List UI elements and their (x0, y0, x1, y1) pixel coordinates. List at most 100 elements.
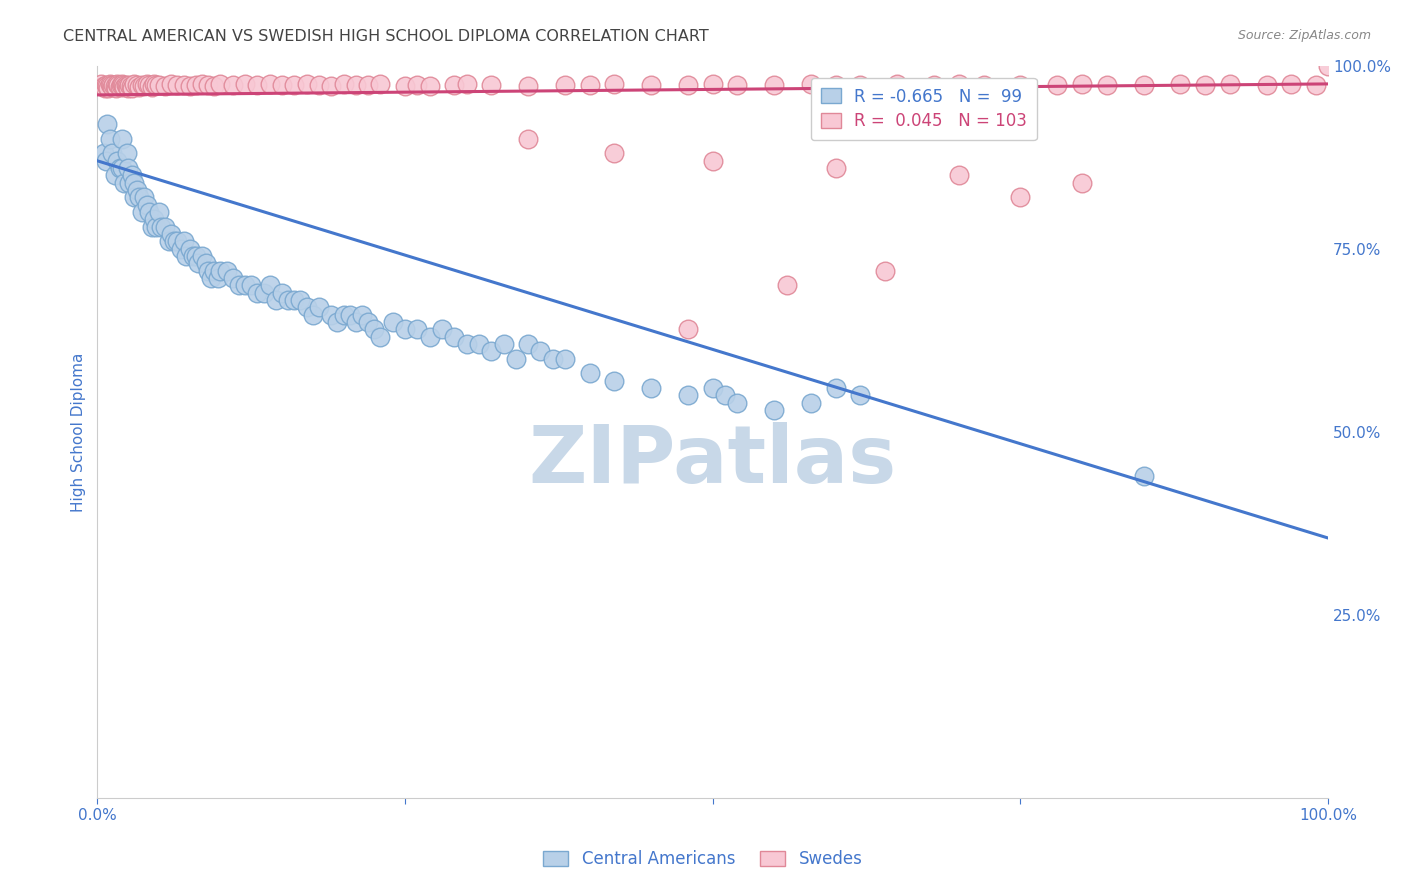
Point (112, 79, 135, 94)
Point (321, 308, 343, 322)
Point (763, 402, 786, 417)
Point (554, 78, 576, 93)
Point (105, 77, 128, 91)
Point (529, 344, 551, 359)
Point (97, 80, 120, 95)
Point (246, 78, 269, 93)
Point (233, 278, 256, 293)
Point (259, 77, 281, 91)
Point (363, 322, 385, 336)
Point (886, 77, 908, 91)
Point (135, 198, 157, 212)
Point (105, 153, 128, 168)
Point (308, 78, 330, 92)
Point (290, 293, 312, 307)
Point (111, 132, 134, 146)
Point (344, 78, 367, 93)
Point (344, 315, 367, 329)
Point (112, 78, 135, 93)
Text: CENTRAL AMERICAN VS SWEDISH HIGH SCHOOL DIPLOMA CORRELATION CHART: CENTRAL AMERICAN VS SWEDISH HIGH SCHOOL … (63, 29, 709, 44)
Point (350, 308, 373, 322)
Y-axis label: High School Diploma: High School Diploma (72, 352, 86, 511)
Legend: Central Americans, Swedes: Central Americans, Swedes (537, 844, 869, 875)
Point (640, 381, 662, 395)
Point (179, 242, 201, 256)
Point (143, 77, 166, 91)
Point (134, 190, 156, 204)
Point (873, 263, 896, 277)
Point (101, 79, 124, 94)
Point (103, 169, 125, 183)
Point (370, 329, 392, 343)
Point (603, 77, 626, 91)
Point (443, 329, 465, 343)
Point (108, 161, 131, 176)
Point (1010, 78, 1032, 93)
Point (222, 78, 245, 93)
Point (118, 176, 141, 190)
Point (96, 79, 118, 94)
Point (339, 308, 361, 322)
Point (128, 190, 150, 204)
Point (1256, 78, 1278, 93)
Point (187, 256, 209, 270)
Point (252, 285, 274, 300)
Point (138, 205, 160, 219)
Text: Source: ZipAtlas.com: Source: ZipAtlas.com (1237, 29, 1371, 42)
Point (517, 337, 540, 351)
Point (406, 78, 429, 92)
Point (479, 78, 502, 92)
Point (148, 78, 170, 92)
Point (184, 78, 207, 93)
Point (948, 169, 970, 183)
Point (1132, 78, 1154, 93)
Point (103, 79, 125, 94)
Point (479, 344, 502, 359)
Point (112, 176, 135, 190)
Point (603, 374, 626, 388)
Point (676, 322, 699, 336)
Point (295, 301, 318, 315)
Point (443, 78, 465, 93)
Point (603, 146, 626, 161)
Point (120, 79, 142, 94)
Point (394, 79, 416, 94)
Point (1219, 77, 1241, 91)
Point (174, 249, 197, 263)
Point (948, 77, 970, 91)
Point (419, 79, 441, 94)
Point (98, 132, 121, 146)
Point (101, 146, 124, 161)
Point (131, 205, 153, 219)
Point (191, 249, 214, 263)
Point (295, 77, 318, 91)
Point (153, 79, 176, 94)
Point (394, 322, 416, 336)
Point (143, 212, 166, 227)
Point (145, 78, 167, 93)
Point (283, 293, 305, 307)
Point (200, 271, 222, 285)
Point (1194, 78, 1216, 92)
Point (419, 329, 441, 343)
Point (202, 79, 225, 94)
Point (103, 78, 125, 92)
Point (332, 77, 354, 91)
Point (517, 79, 540, 94)
Point (1170, 77, 1192, 91)
Point (468, 337, 491, 351)
Point (1010, 190, 1032, 204)
Point (173, 78, 195, 92)
Point (233, 77, 256, 91)
Point (100, 78, 122, 93)
Point (115, 146, 138, 161)
Point (115, 79, 138, 94)
Point (246, 285, 269, 300)
Point (1095, 78, 1118, 92)
Point (202, 263, 225, 277)
Point (271, 78, 294, 92)
Point (179, 79, 201, 94)
Point (124, 77, 146, 91)
Point (94, 153, 117, 168)
Point (271, 285, 294, 300)
